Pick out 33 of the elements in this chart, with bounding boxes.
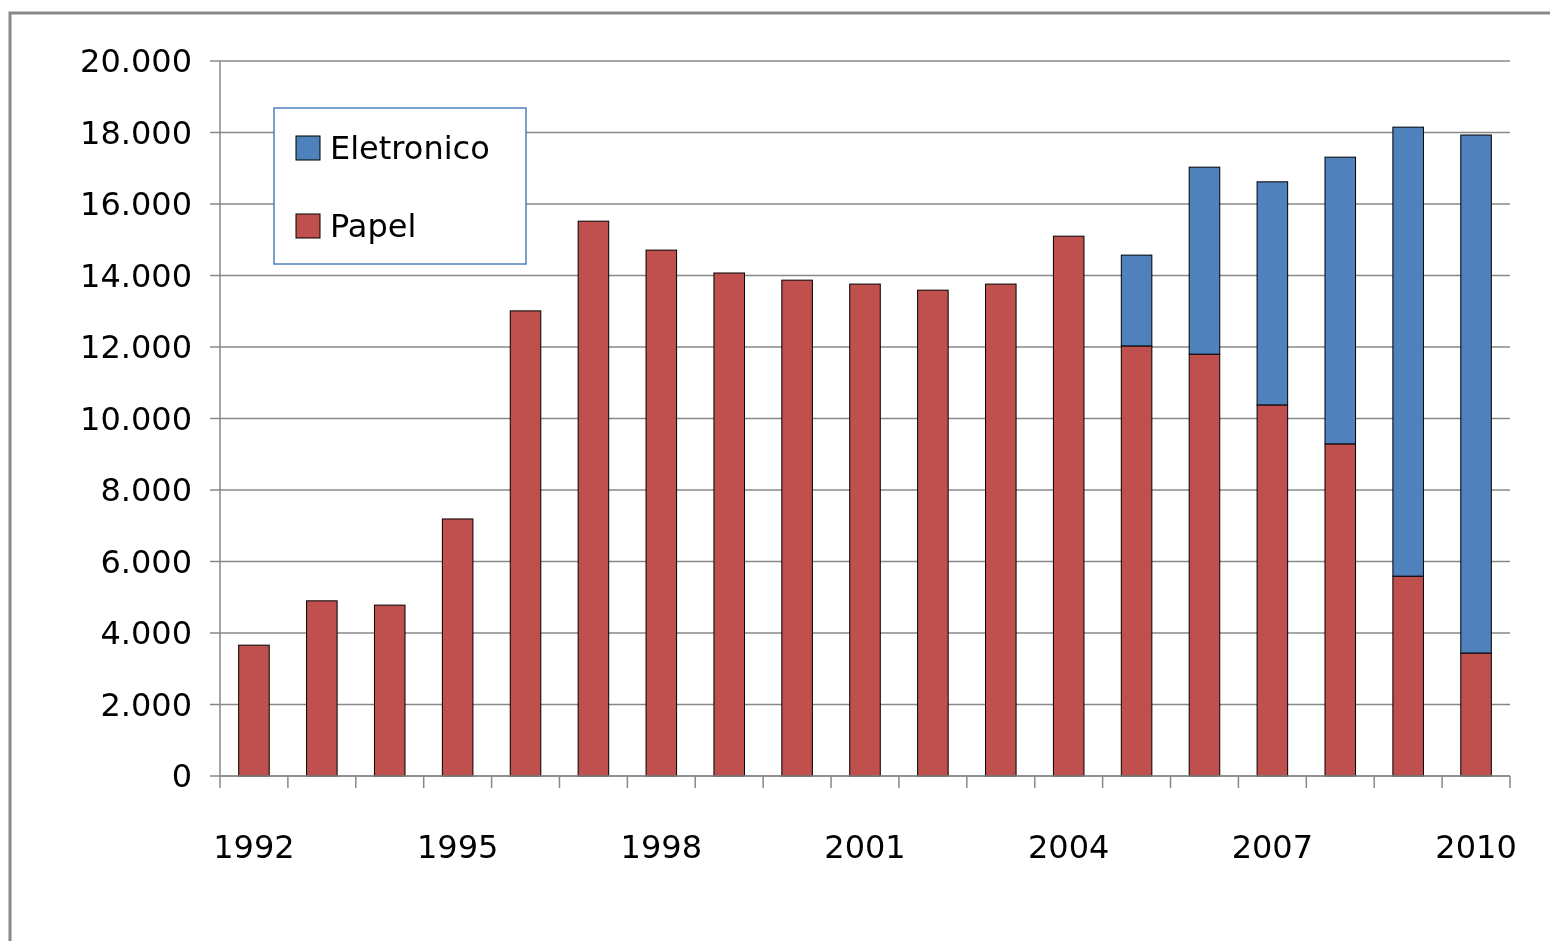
bar	[238, 644, 270, 777]
bar	[1052, 235, 1085, 777]
bar	[917, 289, 949, 777]
bar	[985, 283, 1017, 777]
bar	[373, 604, 406, 777]
bar	[306, 600, 338, 777]
x-tick-label: 2004	[1027, 828, 1110, 866]
legend-label: Eletronico	[330, 129, 490, 168]
x-tick-label: 2001	[824, 828, 906, 866]
y-tick-label: 12.000	[80, 328, 192, 367]
y-tick-label: 14.000	[80, 256, 192, 295]
bar	[849, 283, 881, 777]
y-tick-label: 16.000	[80, 185, 192, 224]
x-tick-label: 1992	[213, 828, 295, 866]
x-tick-label: 2010	[1435, 828, 1517, 866]
bar	[577, 220, 610, 777]
x-tick-label: 2007	[1231, 828, 1314, 866]
y-tick-label: 4.000	[100, 614, 192, 653]
x-tick-label: 1998	[620, 828, 703, 866]
y-tick-label: 10.000	[80, 399, 192, 438]
bar	[713, 272, 745, 777]
y-tick-label: 20.000	[80, 42, 192, 81]
y-tick-label: 2.000	[100, 685, 192, 724]
bar	[441, 518, 474, 777]
bar	[781, 279, 813, 777]
bar	[509, 310, 542, 777]
y-tick-label: 6.000	[100, 542, 192, 581]
legend-label: Papel	[330, 207, 417, 246]
bar	[645, 249, 678, 777]
y-tick-label: 0	[171, 757, 192, 796]
y-tick-label: 8.000	[100, 471, 192, 510]
y-tick-label: 18.000	[80, 113, 192, 152]
x-tick-label: 1995	[416, 828, 499, 866]
